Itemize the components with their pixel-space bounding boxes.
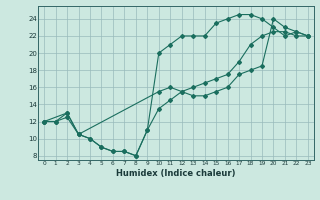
X-axis label: Humidex (Indice chaleur): Humidex (Indice chaleur) xyxy=(116,169,236,178)
